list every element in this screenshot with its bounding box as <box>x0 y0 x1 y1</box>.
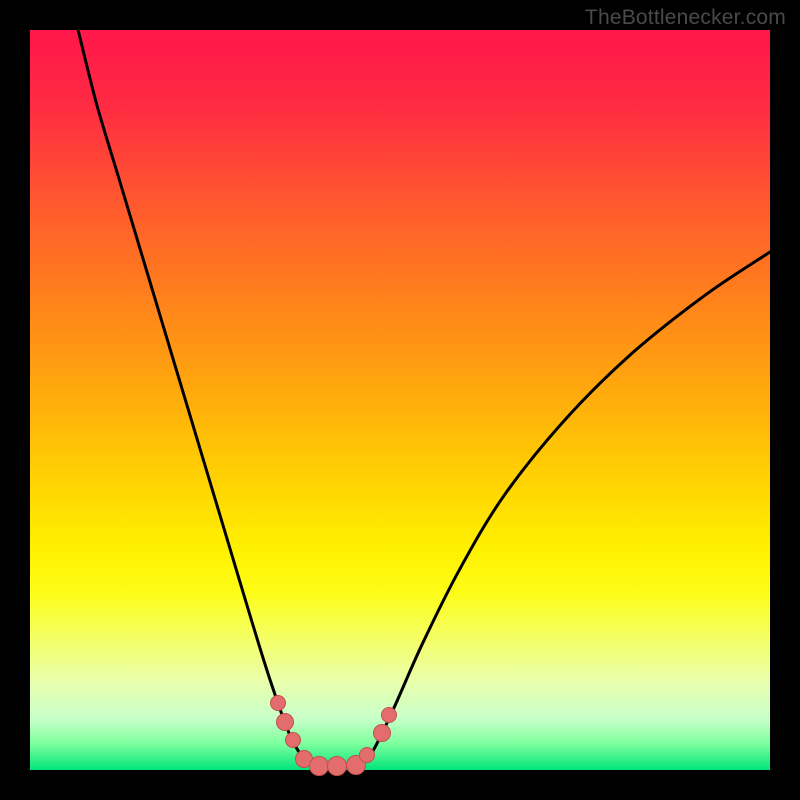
data-marker <box>359 747 375 763</box>
data-marker <box>373 724 391 742</box>
data-marker <box>276 713 294 731</box>
watermark-text: TheBottlenecker.com <box>585 6 786 30</box>
curve-right-arm <box>356 252 770 766</box>
data-marker <box>381 707 397 723</box>
v-curve <box>30 30 770 770</box>
data-marker <box>327 756 347 776</box>
curve-left-arm <box>78 30 315 766</box>
data-marker <box>285 732 301 748</box>
data-marker <box>309 756 329 776</box>
plot-area <box>30 30 770 770</box>
data-marker <box>270 695 286 711</box>
